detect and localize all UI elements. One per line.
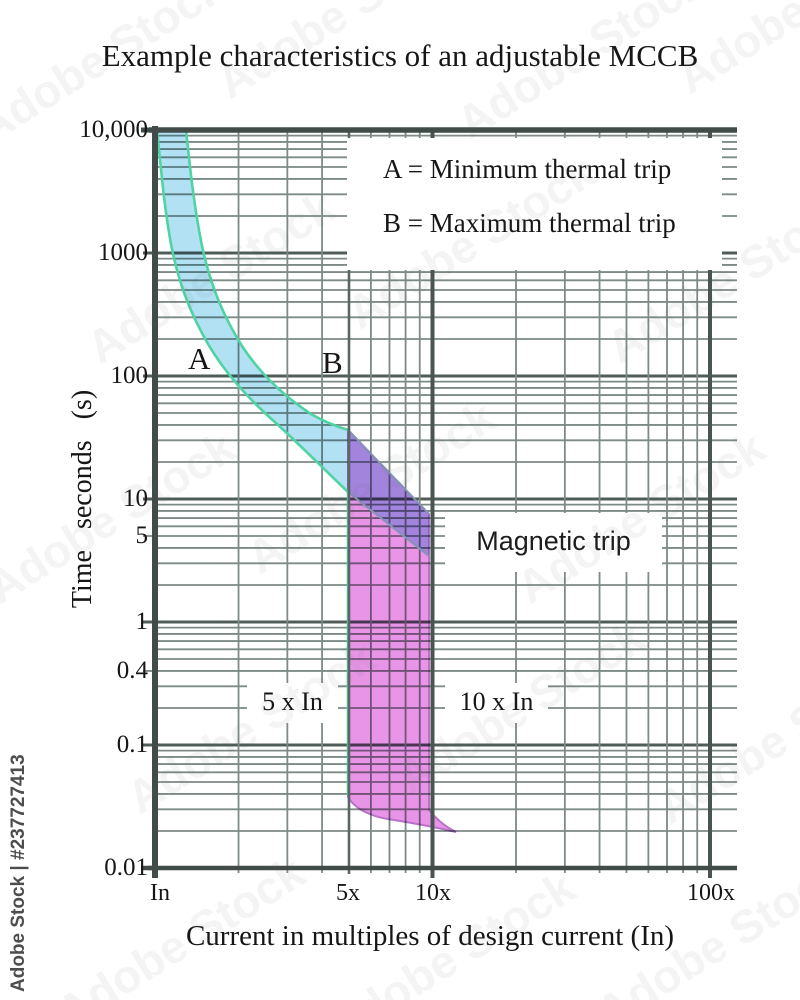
y-axis-title: Time seconds (s) — [67, 389, 98, 609]
y-tick-1000: 1000 — [98, 239, 148, 266]
log-log-grid — [141, 127, 737, 873]
x-tick-in: In — [150, 880, 170, 906]
x-tick-100x: 100x — [687, 880, 735, 906]
curve-a-letter: A — [188, 341, 211, 376]
y-tick-10000: 10,000 — [79, 116, 148, 143]
curve-a-min-thermal — [155, 129, 350, 795]
legend-entry-a: A = Minimum thermal trip — [383, 154, 672, 184]
x-tick-5x: 5x — [336, 880, 360, 906]
stock-id-watermark: Adobe Stock | #237727413 — [8, 754, 29, 992]
legend-entry-b: B = Maximum thermal trip — [383, 208, 676, 238]
five-x-in-callout: 5 x In — [247, 683, 338, 723]
x-tick-10x: 10x — [415, 880, 451, 906]
curve-a-diagonal-edge — [347, 491, 430, 557]
magnetic-trip-label: Magnetic trip — [476, 526, 631, 556]
legend: A = Minimum thermal trip B = Maximum the… — [347, 138, 722, 270]
y-tick-0-1: 0.1 — [116, 731, 148, 758]
magnetic-trip-callout: Magnetic trip — [445, 513, 662, 572]
y-tick-0-4: 0.4 — [116, 657, 148, 684]
five-x-in-label: 5 x In — [262, 687, 323, 716]
ten-x-in-label: 10 x In — [459, 687, 534, 716]
curve-b-letter: B — [322, 345, 343, 380]
y-tick-1: 1 — [135, 608, 149, 635]
y-tick-0-01: 0.01 — [104, 854, 148, 881]
curve-b-diagonal-edge — [347, 429, 430, 515]
y-tick-100: 100 — [110, 362, 149, 389]
thermal-trip-band — [157, 130, 429, 556]
curve-b-max-thermal — [184, 129, 349, 432]
page-title: Example characteristics of an adjustable… — [101, 38, 699, 73]
ten-x-in-callout: 10 x In — [445, 683, 548, 723]
x-axis-title: Current in multiples of design current (… — [185, 920, 675, 952]
y-tick-5: 5 — [135, 522, 149, 549]
y-tick-10: 10 — [123, 485, 148, 512]
